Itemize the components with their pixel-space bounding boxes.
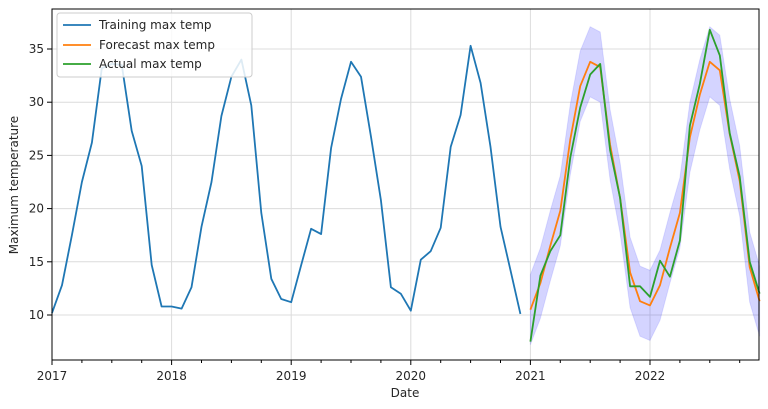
series-line-training bbox=[51, 44, 522, 315]
series-lines bbox=[51, 28, 761, 342]
x-tick-label: 2022 bbox=[635, 369, 666, 383]
y-tick-label: 15 bbox=[29, 255, 44, 269]
x-axis: 2017 2018 2019 2020 2021 2022 bbox=[37, 360, 741, 383]
y-axis: 10 15 20 25 30 35 bbox=[29, 42, 52, 322]
y-tick-label: 35 bbox=[29, 42, 44, 56]
legend-label-forecast: Forecast max temp bbox=[99, 38, 215, 52]
x-axis-label: Date bbox=[391, 386, 420, 400]
legend-label-training: Training max temp bbox=[98, 18, 212, 32]
y-tick-label: 25 bbox=[29, 148, 44, 162]
legend-label-actual: Actual max temp bbox=[99, 57, 202, 71]
series-line-actual bbox=[529, 28, 761, 342]
plot-area-frame bbox=[51, 8, 760, 361]
x-tick-label: 2019 bbox=[276, 369, 307, 383]
y-axis-label: Maximum temperature bbox=[7, 116, 21, 254]
series-line-forecast bbox=[529, 60, 761, 311]
legend: Training max temp Forecast max temp Actu… bbox=[56, 12, 253, 78]
y-tick-label: 10 bbox=[29, 308, 44, 322]
legend-box bbox=[56, 12, 253, 78]
confidence-band-area bbox=[529, 25, 761, 345]
forecast-confidence-band bbox=[529, 25, 761, 345]
x-tick-label: 2021 bbox=[515, 369, 546, 383]
x-tick-label: 2017 bbox=[37, 369, 68, 383]
x-tick-label: 2018 bbox=[156, 369, 187, 383]
y-tick-label: 30 bbox=[29, 95, 44, 109]
x-tick-label: 2020 bbox=[396, 369, 427, 383]
y-tick-label: 20 bbox=[29, 202, 44, 216]
